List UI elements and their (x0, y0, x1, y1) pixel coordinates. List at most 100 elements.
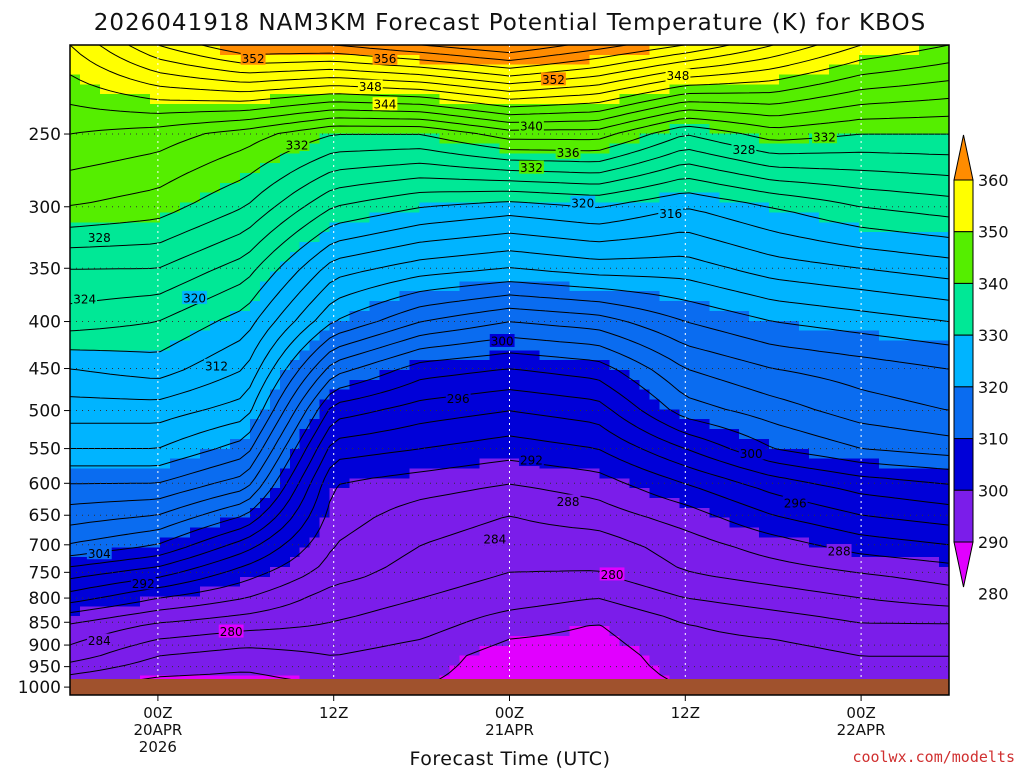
contour-line (69, 483, 950, 625)
credit-text: coolwx.com/modelts (852, 748, 1015, 766)
contour-line (69, 336, 950, 545)
contour-line (69, 149, 950, 270)
contour-line (69, 307, 950, 506)
x-tick-label: 21APR (485, 721, 534, 739)
contour-label: 352 (242, 52, 265, 66)
contour-label: 352 (542, 73, 565, 87)
colorbar-tick-label: 280 (978, 585, 1009, 604)
colorbar-swatch (953, 334, 974, 388)
contour-line (69, 163, 950, 305)
contour-label: 328 (732, 143, 755, 157)
x-tick-label: 12Z (671, 704, 700, 722)
contour-label-bg (519, 118, 544, 132)
contour-label-bg (357, 79, 383, 93)
contour-line (69, 44, 950, 108)
y-tick-label: 900 (29, 636, 61, 656)
y-tick-label: 250 (29, 125, 61, 145)
contour-label: 332 (520, 161, 543, 175)
contour-label: 332 (813, 131, 836, 145)
colorbar-tick-label: 360 (978, 171, 1009, 190)
colorbar-tick-label: 330 (978, 326, 1009, 345)
contour-line (69, 115, 950, 206)
colorbar-swatch (953, 231, 974, 284)
contour-label: 348 (667, 69, 690, 83)
y-tick-label: 450 (29, 360, 61, 380)
contour-line (70, 267, 950, 449)
colorbar-tick-label: 300 (978, 481, 1009, 500)
contour-label: 340 (520, 119, 543, 133)
x-tick-label: 20APR (133, 721, 182, 739)
contour-label-bg (738, 446, 764, 460)
contour-label: 344 (374, 98, 397, 112)
x-axis-label: Forecast Time (UTC) (410, 748, 611, 768)
y-tick-label: 400 (29, 313, 61, 333)
contour-label-bg (599, 567, 625, 581)
contour-line (69, 368, 950, 568)
colorbar-tick-label: 310 (978, 430, 1009, 449)
contour-line (69, 459, 950, 614)
x-tick-label: 2026 (139, 738, 177, 756)
contour-label: 292 (520, 454, 543, 468)
contour-label-bg (130, 576, 156, 590)
contour-line (70, 281, 950, 467)
x-tick-label: 00Z (495, 704, 524, 722)
contour-label-bg (665, 68, 691, 82)
y-tick-label: 300 (29, 198, 61, 218)
contour-label-bg (72, 291, 98, 305)
x-tick-label: 00Z (846, 704, 875, 722)
y-axis: 250 300 350 400 450 500 550 600 650 700 750 800 850 9… (18, 125, 70, 698)
contour-label: 300 (491, 335, 514, 349)
contour-label: 296 (784, 496, 807, 510)
y-tick-label: 650 (29, 506, 61, 526)
contour-label: 280 (220, 625, 243, 639)
contour-label-bg (86, 633, 112, 647)
colorbar-swatch (953, 489, 974, 543)
contour-label: 320 (571, 196, 594, 210)
colorbar-swatch (953, 134, 974, 181)
contour-line (69, 598, 949, 676)
y-tick-label: 800 (29, 589, 61, 609)
contour-label-bg (182, 290, 207, 304)
colorbar-swatch (953, 541, 974, 588)
y-tick-label: 850 (29, 613, 61, 633)
colorbar-swatch (953, 179, 974, 233)
y-tick-label: 1000 (18, 678, 61, 698)
contour-label-bg (489, 334, 515, 348)
contour-label: 336 (557, 146, 580, 160)
colorbar-swatch (953, 386, 974, 440)
contour-label-bg (731, 142, 757, 156)
contour-label-bg (519, 160, 544, 174)
contour-label-bg (555, 145, 581, 159)
contour-line (69, 134, 950, 249)
contour-label-bg (782, 495, 808, 509)
contour-label: 316 (659, 207, 682, 221)
contour-label: 332 (286, 139, 309, 153)
contour-label-bg (204, 358, 229, 372)
contour-line (69, 321, 950, 526)
x-tick-label: 12Z (319, 704, 348, 722)
colorbar-tick-label: 290 (978, 533, 1009, 552)
colorbar-swatch (953, 438, 974, 491)
contour-label: 328 (88, 231, 111, 245)
contour-label-bg (658, 206, 684, 220)
colorbar-swatch (953, 282, 974, 336)
colorbar-tick-label: 350 (978, 223, 1009, 242)
contour-label: 356 (374, 52, 397, 66)
contour-line (69, 389, 950, 580)
contour-label-bg (218, 624, 244, 638)
contour-label: 280 (601, 568, 624, 582)
colorbar-tick-label: 340 (978, 274, 1009, 293)
x-tick-label: 00Z (143, 704, 172, 722)
contour-label-bg (86, 230, 112, 244)
contour-label: 348 (359, 80, 382, 94)
contour-label-bg (372, 97, 398, 111)
contour-label-bg (812, 130, 837, 144)
contour-label-bg (445, 391, 471, 405)
contour-line (69, 352, 950, 557)
contour-label: 292 (132, 577, 155, 591)
y-tick-label: 950 (29, 658, 61, 678)
y-tick-label: 600 (29, 474, 61, 494)
contour-label-bg (826, 544, 852, 558)
contour-label-bg (240, 51, 266, 65)
